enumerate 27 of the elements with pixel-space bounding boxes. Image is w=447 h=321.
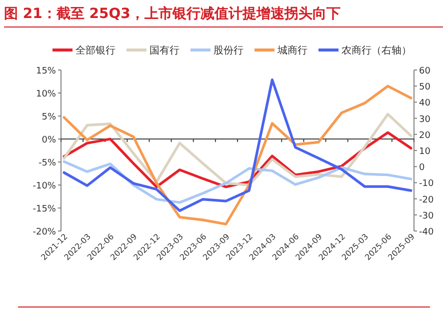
legend-label: 国有行 <box>150 44 180 56</box>
chart-title: 图 21：截至 25Q3，上市银行减值计提增速拐头向下 <box>4 5 340 22</box>
legend-label: 全部银行 <box>76 44 116 56</box>
y2-tick-label: -20 <box>419 195 434 206</box>
y-tick-label: 10% <box>36 90 56 100</box>
y2-tick-label: 50 <box>419 82 431 93</box>
y2-tick-label: 10 <box>419 147 431 157</box>
y-tick-label: -15% <box>32 204 56 214</box>
y2-tick-label: -40 <box>419 228 434 238</box>
y-tick-label: -20% <box>32 228 56 238</box>
y2-tick-label: -10 <box>419 179 434 190</box>
y-tick-label: -5% <box>38 158 56 168</box>
legend-label: 农商行（右轴） <box>342 44 412 56</box>
y2-tick-label: 0 <box>419 163 425 174</box>
y-tick-label: 15% <box>36 66 56 76</box>
y-tick-label: -10% <box>32 182 56 192</box>
y2-tick-label: 60 <box>419 66 431 76</box>
y2-tick-label: -30 <box>419 211 434 222</box>
y2-tick-label: 20 <box>419 130 431 141</box>
legend-label: 股份行 <box>214 46 244 56</box>
y-tick-label: 5% <box>42 112 56 122</box>
y2-tick-label: 40 <box>419 98 431 109</box>
legend-label: 城商行 <box>276 44 308 56</box>
line-series <box>62 112 412 186</box>
y-tick-label: 0% <box>42 136 56 146</box>
line-series <box>62 160 412 204</box>
y2-tick-label: 30 <box>419 114 431 125</box>
